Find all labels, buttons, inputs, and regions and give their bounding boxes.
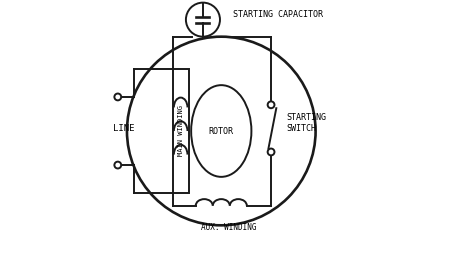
Text: MAIN WINDING: MAIN WINDING [178,106,183,156]
Circle shape [114,162,121,168]
Circle shape [186,3,220,37]
Text: ROTOR: ROTOR [209,127,234,135]
Bar [173,69,189,193]
Ellipse shape [191,85,251,177]
Text: AUX. WINDING: AUX. WINDING [201,223,257,232]
Text: STARTING CAPACITOR: STARTING CAPACITOR [233,10,323,19]
Text: LINE: LINE [112,124,134,133]
Circle shape [268,149,274,155]
Circle shape [268,101,274,108]
Circle shape [114,94,121,100]
Text: STARTING
SWITCH: STARTING SWITCH [287,113,327,133]
